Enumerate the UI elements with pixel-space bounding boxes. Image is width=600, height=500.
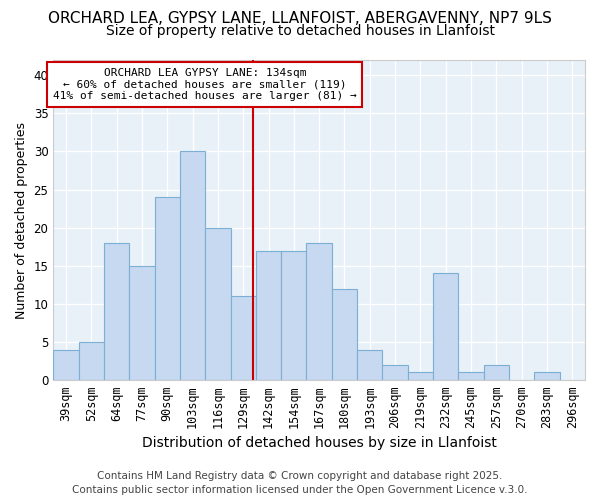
Bar <box>484 365 509 380</box>
Bar <box>205 228 230 380</box>
Bar <box>230 296 256 380</box>
Bar <box>357 350 382 380</box>
Bar <box>458 372 484 380</box>
Bar <box>535 372 560 380</box>
Y-axis label: Number of detached properties: Number of detached properties <box>15 122 28 318</box>
Bar <box>433 274 458 380</box>
Bar <box>307 243 332 380</box>
Bar <box>155 197 180 380</box>
Bar <box>382 365 408 380</box>
Text: ORCHARD LEA GYPSY LANE: 134sqm
← 60% of detached houses are smaller (119)
41% of: ORCHARD LEA GYPSY LANE: 134sqm ← 60% of … <box>53 68 357 101</box>
Bar <box>281 250 307 380</box>
Text: Size of property relative to detached houses in Llanfoist: Size of property relative to detached ho… <box>106 24 494 38</box>
Bar <box>79 342 104 380</box>
Bar <box>129 266 155 380</box>
Bar <box>180 152 205 380</box>
Bar <box>408 372 433 380</box>
X-axis label: Distribution of detached houses by size in Llanfoist: Distribution of detached houses by size … <box>142 436 497 450</box>
Text: Contains HM Land Registry data © Crown copyright and database right 2025.
Contai: Contains HM Land Registry data © Crown c… <box>72 471 528 495</box>
Text: ORCHARD LEA, GYPSY LANE, LLANFOIST, ABERGAVENNY, NP7 9LS: ORCHARD LEA, GYPSY LANE, LLANFOIST, ABER… <box>48 11 552 26</box>
Bar <box>256 250 281 380</box>
Bar <box>53 350 79 380</box>
Bar <box>104 243 129 380</box>
Bar <box>332 288 357 380</box>
